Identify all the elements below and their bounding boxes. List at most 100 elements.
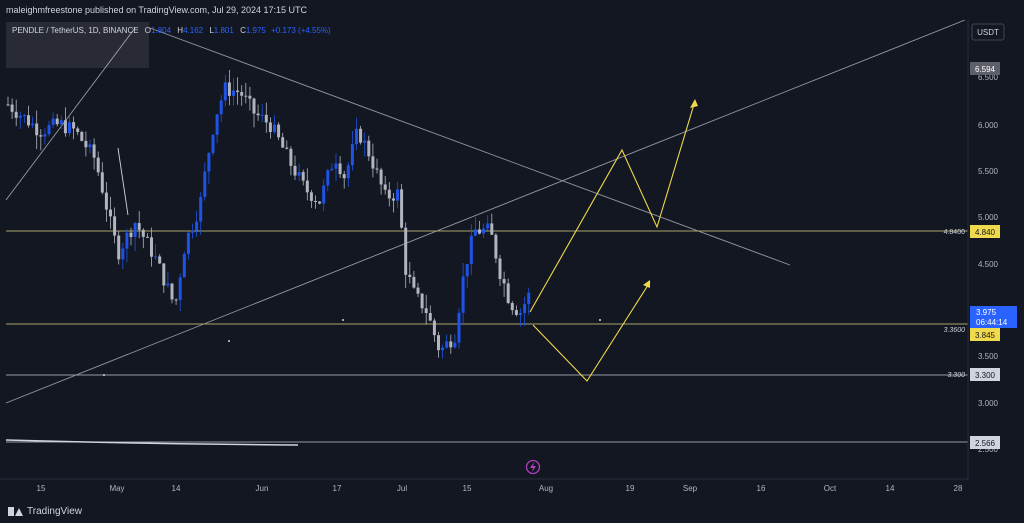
- support-price-label: 3.845: [975, 331, 996, 340]
- price-chart[interactable]: USDT 6.500 6.000 5.500 5.000 4.500 3.500…: [0, 19, 1024, 500]
- bottom-price-label: 2.566: [975, 439, 996, 448]
- lightning-icon[interactable]: [525, 459, 541, 475]
- candle-body: [371, 156, 375, 169]
- candle-body: [121, 248, 125, 260]
- candle-body: [154, 256, 158, 258]
- candle-body: [92, 144, 96, 158]
- legend-overlay: [6, 22, 149, 68]
- candle-body: [449, 341, 453, 348]
- candle-body: [145, 236, 149, 238]
- candle-body: [478, 229, 481, 234]
- resistance-price-label: 4.840: [975, 228, 996, 237]
- candle-body: [39, 135, 43, 137]
- candle-body: [277, 124, 281, 138]
- left-trendline[interactable]: [5, 27, 136, 201]
- candle-body: [404, 227, 408, 275]
- candle-body: [281, 137, 285, 148]
- candle-body: [150, 237, 153, 257]
- candle-body: [203, 171, 207, 197]
- candles-group: [6, 69, 531, 359]
- small-trendline[interactable]: [117, 147, 129, 216]
- legend-open-label: O: [144, 26, 152, 35]
- low-price-label-bg: [970, 368, 1000, 381]
- tradingview-logo-icon: [8, 507, 23, 516]
- candle-body: [227, 82, 231, 96]
- time-tick: Sep: [683, 484, 698, 493]
- candle-body: [322, 185, 326, 204]
- candle-body: [256, 113, 260, 116]
- candle-body: [162, 263, 166, 286]
- candle-body: [379, 169, 383, 185]
- time-tick: 15: [37, 484, 46, 493]
- candle-body: [63, 120, 67, 134]
- candle-body: [420, 293, 424, 309]
- time-tick: 28: [954, 484, 963, 493]
- time-tick: 14: [886, 484, 895, 493]
- candle-body: [88, 144, 92, 148]
- brand-text: TradingView: [27, 506, 83, 517]
- candle-body: [453, 342, 457, 348]
- time-tick: 14: [172, 484, 181, 493]
- candle-body: [18, 115, 22, 118]
- candle-body: [72, 122, 76, 129]
- candle-body: [59, 120, 63, 125]
- time-tick: Oct: [824, 484, 837, 493]
- candle-body: [68, 122, 71, 134]
- candle-body: [80, 131, 84, 141]
- time-tick: Jun: [256, 484, 269, 493]
- price-tick: 2.500: [978, 445, 999, 454]
- candle-body: [100, 172, 104, 193]
- candle-body: [47, 124, 51, 135]
- price-tick: 3.000: [978, 399, 999, 408]
- candle-body: [109, 209, 112, 217]
- projection-upper[interactable]: [529, 100, 696, 313]
- candle-body: [170, 283, 174, 300]
- candle-body: [51, 118, 55, 125]
- resistance-line-label: 4.8400: [944, 229, 966, 236]
- price-tick: 5.500: [978, 167, 999, 176]
- candle-body: [113, 216, 117, 236]
- legend-close-value: 1.975: [245, 26, 266, 35]
- price-tick: 6.500: [978, 73, 999, 82]
- candle-body: [182, 253, 186, 278]
- candle-body: [314, 200, 317, 202]
- chart-area[interactable]: USDT 6.500 6.000 5.500 5.000 4.500 3.500…: [0, 19, 1024, 500]
- time-tick: 17: [333, 484, 342, 493]
- candle-body: [240, 92, 244, 96]
- candle-body: [10, 104, 14, 112]
- time-axis[interactable]: 15 May 14 Jun 17 Jul 15 Aug 19 Sep 16 Oct 14 28: [37, 484, 963, 493]
- candle-body: [482, 228, 486, 234]
- candle-body: [27, 115, 30, 126]
- price-tick: 6.000: [978, 121, 999, 130]
- candle-body: [236, 90, 240, 93]
- ascending-trendline[interactable]: [5, 19, 966, 404]
- publish-text: maleighmfreestone published on TradingVi…: [6, 5, 308, 15]
- low-line-label: 3.300: [947, 372, 965, 379]
- candle-body: [309, 192, 313, 201]
- candle-body: [219, 100, 223, 115]
- price-tick: 5.000: [978, 213, 999, 222]
- legend-change: +0.173 (+4.55%): [271, 26, 331, 35]
- descending-trendline[interactable]: [149, 27, 791, 266]
- candle-body: [396, 189, 399, 201]
- current-price-label-bg: [970, 306, 1017, 328]
- candle-body: [387, 189, 391, 199]
- candle-body: [416, 287, 420, 294]
- candle-body: [137, 223, 141, 230]
- candle-body: [424, 308, 428, 314]
- candle-body: [264, 114, 268, 123]
- candle-body: [191, 230, 194, 233]
- candle-body: [297, 172, 301, 176]
- candle-body: [498, 258, 502, 280]
- legend-symbol: PENDLE / TetherUS, 1D, BINANCE: [12, 26, 139, 35]
- current-price-label: 3.975: [976, 308, 997, 317]
- low-price-label: 3.300: [975, 371, 996, 380]
- candle-body: [244, 95, 248, 97]
- tradingview-logo[interactable]: TradingView: [8, 506, 82, 517]
- candle-body: [510, 303, 514, 311]
- currency-button[interactable]: [971, 23, 1005, 41]
- legend-high-label: H: [177, 26, 184, 35]
- candle-body: [514, 310, 518, 315]
- legend-low-value: 1.801: [213, 26, 234, 35]
- projection-lower[interactable]: [532, 281, 651, 382]
